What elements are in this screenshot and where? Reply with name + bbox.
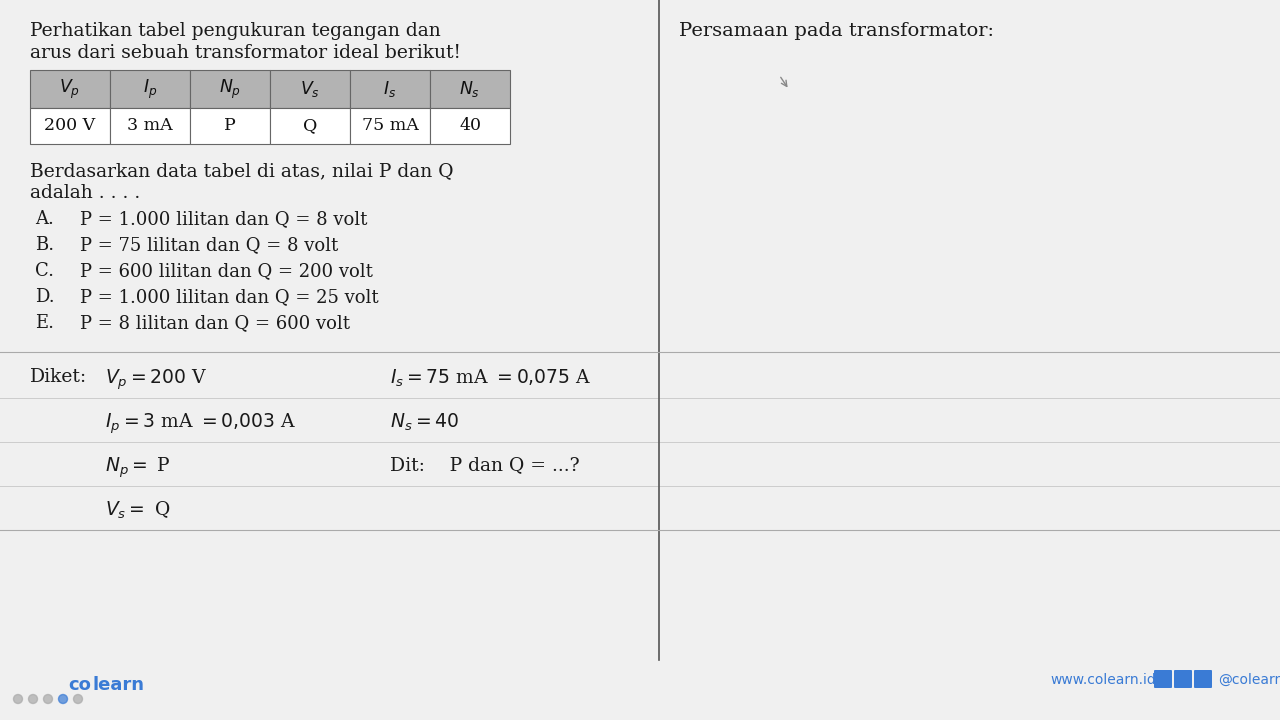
- Text: P = 1.000 lilitan dan Q = 25 volt: P = 1.000 lilitan dan Q = 25 volt: [79, 288, 379, 306]
- Text: Q: Q: [303, 117, 317, 135]
- Bar: [349, 108, 430, 144]
- Text: E.: E.: [35, 314, 54, 332]
- Text: Persamaan pada transformator:: Persamaan pada transformator:: [680, 22, 995, 40]
- Circle shape: [44, 695, 52, 703]
- Bar: [110, 108, 189, 144]
- Text: $N_p$: $N_p$: [219, 77, 241, 101]
- Bar: [430, 108, 509, 144]
- FancyBboxPatch shape: [1155, 670, 1172, 688]
- Circle shape: [73, 695, 82, 703]
- Circle shape: [14, 695, 23, 703]
- Text: co: co: [68, 676, 91, 694]
- Text: $I_s$: $I_s$: [384, 79, 397, 99]
- Text: B.: B.: [35, 236, 54, 254]
- Text: $V_s = $ Q: $V_s = $ Q: [105, 500, 170, 521]
- Text: adalah . . . .: adalah . . . .: [29, 184, 141, 202]
- Circle shape: [59, 695, 68, 703]
- Text: D.: D.: [35, 288, 55, 306]
- Text: arus dari sebuah transformator ideal berikut!: arus dari sebuah transformator ideal ber…: [29, 44, 461, 62]
- Text: $V_s$: $V_s$: [300, 79, 320, 99]
- Text: $N_s = 40$: $N_s = 40$: [390, 412, 460, 433]
- Bar: [430, 70, 509, 108]
- Text: @colearn.id: @colearn.id: [1219, 673, 1280, 687]
- Text: 40: 40: [460, 117, 481, 135]
- FancyBboxPatch shape: [1174, 670, 1192, 688]
- Text: P = 600 lilitan dan Q = 200 volt: P = 600 lilitan dan Q = 200 volt: [79, 262, 372, 280]
- Text: $I_p = 3$ mA $= 0{,}003$ A: $I_p = 3$ mA $= 0{,}003$ A: [105, 412, 296, 436]
- Text: 200 V: 200 V: [45, 117, 96, 135]
- Text: Dit:  P dan Q = ...?: Dit: P dan Q = ...?: [390, 456, 580, 474]
- Text: Perhatikan tabel pengukuran tegangan dan: Perhatikan tabel pengukuran tegangan dan: [29, 22, 440, 40]
- Text: 3 mA: 3 mA: [127, 117, 173, 135]
- Circle shape: [28, 695, 37, 703]
- Bar: [110, 70, 189, 108]
- Text: P = 1.000 lilitan dan Q = 8 volt: P = 1.000 lilitan dan Q = 8 volt: [79, 210, 367, 228]
- Text: 75 mA: 75 mA: [362, 117, 419, 135]
- Bar: [349, 70, 430, 108]
- Text: $N_p = $ P: $N_p = $ P: [105, 456, 170, 480]
- Text: $I_p$: $I_p$: [143, 77, 157, 101]
- Text: $V_p = 200$ V: $V_p = 200$ V: [105, 368, 207, 392]
- Text: P: P: [224, 117, 236, 135]
- Bar: [189, 70, 270, 108]
- Text: $I_s = 75$ mA $= 0{,}075$ A: $I_s = 75$ mA $= 0{,}075$ A: [390, 368, 591, 390]
- Text: Diket:: Diket:: [29, 368, 87, 386]
- FancyBboxPatch shape: [1194, 670, 1212, 688]
- Text: www.colearn.id: www.colearn.id: [1050, 673, 1156, 687]
- Text: $N_s$: $N_s$: [460, 79, 480, 99]
- Bar: [29, 70, 110, 108]
- Text: Berdasarkan data tabel di atas, nilai P dan Q: Berdasarkan data tabel di atas, nilai P …: [29, 162, 453, 180]
- Bar: [29, 108, 110, 144]
- Bar: [270, 108, 349, 144]
- Text: P = 8 lilitan dan Q = 600 volt: P = 8 lilitan dan Q = 600 volt: [79, 314, 349, 332]
- Text: C.: C.: [35, 262, 54, 280]
- Bar: [270, 70, 349, 108]
- Text: A.: A.: [35, 210, 54, 228]
- Text: learn: learn: [93, 676, 145, 694]
- Bar: [189, 108, 270, 144]
- Text: P = 75 lilitan dan Q = 8 volt: P = 75 lilitan dan Q = 8 volt: [79, 236, 338, 254]
- Text: $V_p$: $V_p$: [59, 77, 81, 101]
